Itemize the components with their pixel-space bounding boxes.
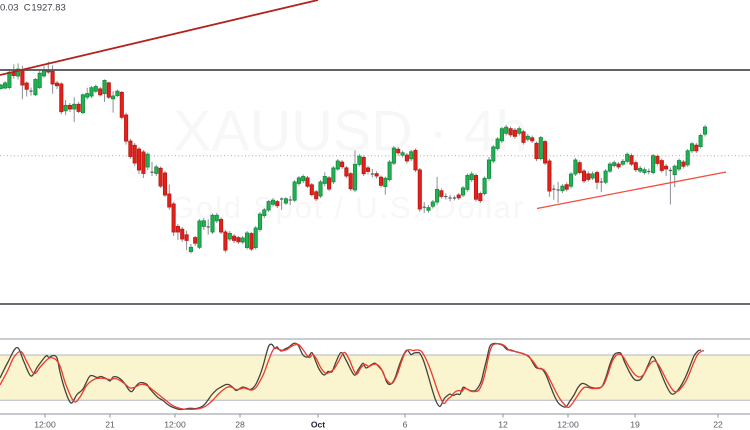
svg-text:0.03 C 1927.83: 0.03 C 1927.83 bbox=[0, 3, 66, 14]
svg-text:28: 28 bbox=[235, 420, 245, 430]
svg-text:12:00: 12:00 bbox=[164, 420, 186, 430]
svg-text:21: 21 bbox=[105, 420, 115, 430]
svg-text:12: 12 bbox=[498, 420, 508, 430]
svg-text:6: 6 bbox=[403, 420, 408, 430]
svg-text:19: 19 bbox=[630, 420, 640, 430]
svg-text:Oct: Oct bbox=[311, 420, 325, 430]
svg-text:Gold Spot / U.S. Dollar: Gold Spot / U.S. Dollar bbox=[170, 190, 525, 225]
svg-text:12:00: 12:00 bbox=[34, 420, 56, 430]
svg-text:22: 22 bbox=[713, 420, 723, 430]
svg-text:XAUUSD · 4h: XAUUSD · 4h bbox=[173, 100, 528, 164]
svg-text:12:00: 12:00 bbox=[557, 420, 579, 430]
